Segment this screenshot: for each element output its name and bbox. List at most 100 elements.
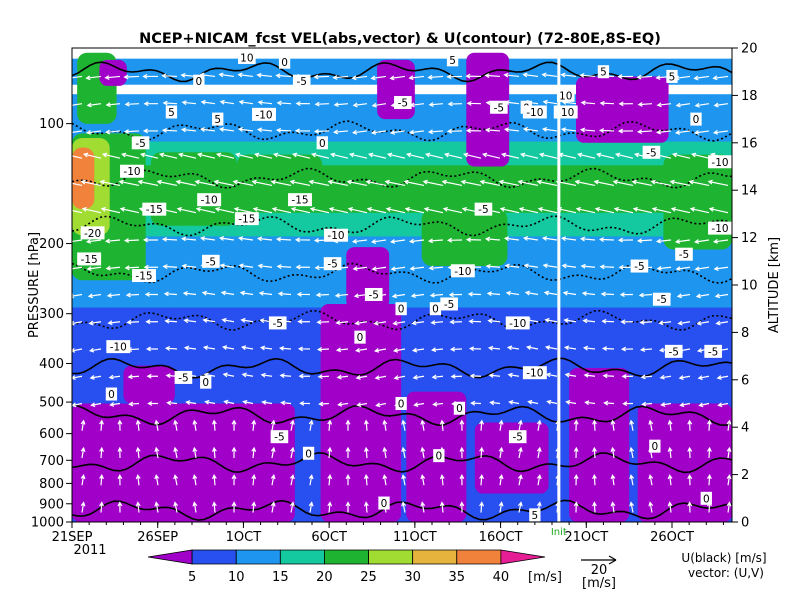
colorbar-segment <box>324 549 369 565</box>
contour-label: -10 <box>522 105 547 119</box>
wind-vector <box>327 419 333 431</box>
contour-label: -15 <box>132 269 156 283</box>
contour-label-text: -5 <box>398 98 408 110</box>
wind-vector <box>238 263 254 269</box>
contour-label: -10 <box>252 107 276 121</box>
contour-label-text: -15 <box>135 271 152 283</box>
wind-vector <box>706 474 712 486</box>
wind-vector <box>231 419 237 431</box>
wind-vector <box>99 501 104 513</box>
wind-vector <box>82 152 102 159</box>
contour-label-bg <box>234 212 259 226</box>
colorbar-unit: [m/s] <box>528 570 562 585</box>
wind-vector <box>251 419 257 431</box>
contour-label: -5 <box>394 96 412 110</box>
contour-label-bg <box>453 401 466 415</box>
wind-vector <box>240 317 254 323</box>
contour-label: -10 <box>106 340 131 354</box>
wind-vector <box>524 290 539 296</box>
wind-vector <box>370 75 387 81</box>
contour-label-bg <box>197 193 222 207</box>
colorbar-label: 20 <box>316 570 333 585</box>
wind-vector <box>270 419 276 431</box>
wind-vector <box>365 179 387 187</box>
wind-vector <box>479 474 485 486</box>
wind-vector <box>427 238 444 244</box>
wind-vector <box>706 419 712 431</box>
contour-label-text: -5 <box>274 432 284 444</box>
y-axis-right-label: ALTITUDE [km] <box>767 237 782 333</box>
wind-vector <box>220 290 235 296</box>
wind-vector <box>651 207 672 214</box>
wind-vector <box>610 446 616 459</box>
wind-vector <box>726 419 732 431</box>
wind-vector <box>592 446 597 459</box>
wind-vector <box>408 75 425 81</box>
wind-vector <box>446 237 463 243</box>
x-tick-label: 16OCT <box>479 530 523 545</box>
wind-vector <box>280 400 292 406</box>
contour-label-text: 5 <box>168 107 175 119</box>
wind-vector <box>600 291 615 297</box>
wind-vector <box>467 291 482 297</box>
wind-vector <box>466 100 482 106</box>
contour-label: -15 <box>142 202 167 216</box>
wind-vector <box>573 474 579 486</box>
contour-label-text: 0 <box>281 57 288 69</box>
wind-vector <box>667 474 673 486</box>
wind-vector <box>427 48 444 53</box>
contour-label: 5 <box>666 69 678 83</box>
contour-label: 5 <box>597 65 610 79</box>
wind-vector <box>332 48 349 53</box>
wind-vector <box>375 402 387 408</box>
contour-label: -10 <box>120 164 144 178</box>
wind-vector <box>231 501 237 513</box>
contour-label-text: -5 <box>478 204 488 216</box>
contour-label: 0 <box>105 387 118 401</box>
wind-vector <box>164 318 178 324</box>
wind-vector <box>99 419 104 431</box>
wind-vector <box>123 129 140 134</box>
wind-vector <box>504 263 520 269</box>
contour-label: 0 <box>395 302 407 316</box>
wind-vector <box>199 236 216 241</box>
wind-vector <box>706 446 712 459</box>
wind-vector <box>80 474 86 486</box>
wind-vector <box>176 207 197 214</box>
wind-vector <box>617 74 634 80</box>
wind-vector <box>470 400 482 406</box>
wind-vector <box>527 399 539 405</box>
wind-vector <box>345 446 351 459</box>
wind-vector <box>88 320 102 326</box>
pressure-tick-label: 500 <box>39 396 64 411</box>
contour-label-text: -15 <box>146 204 163 216</box>
wind-vector <box>72 266 83 272</box>
wind-vector <box>602 373 615 379</box>
wind-vector <box>714 293 729 299</box>
contour-label-bg <box>120 164 144 178</box>
wind-vector <box>317 374 330 380</box>
wind-vector <box>308 474 314 486</box>
wind-vector <box>693 48 710 54</box>
wind-vector <box>687 501 693 513</box>
wind-vector <box>310 152 330 159</box>
wind-vector <box>392 320 406 326</box>
wind-vector <box>251 501 257 513</box>
x-tick-label: 26SEP <box>137 530 178 545</box>
wind-vector <box>345 501 351 513</box>
wind-vector <box>238 99 254 105</box>
wind-vector <box>690 152 710 159</box>
wind-vector <box>80 446 86 459</box>
wind-vector <box>196 152 216 159</box>
wind-vector <box>289 501 295 513</box>
wind-vector <box>538 152 558 159</box>
contour-label-text: 5 <box>669 71 676 83</box>
wind-vector <box>687 419 693 431</box>
wind-vector <box>297 346 311 352</box>
wind-vector <box>166 400 178 406</box>
contour-label-bg <box>80 226 105 240</box>
contour-label-text: -15 <box>291 195 308 207</box>
wind-vector <box>332 129 349 135</box>
wind-vector <box>104 48 121 53</box>
wind-vector <box>479 419 485 431</box>
